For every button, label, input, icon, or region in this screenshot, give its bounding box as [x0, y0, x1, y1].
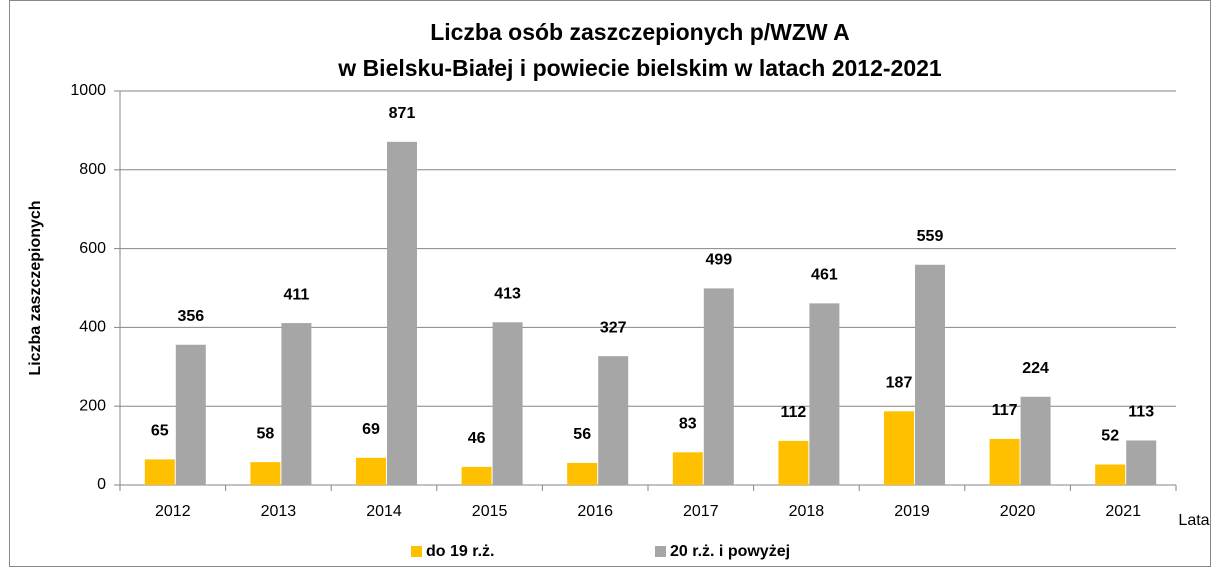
y-tick-label: 800: [79, 161, 106, 178]
data-label: 69: [362, 421, 380, 438]
bar: [387, 141, 417, 486]
bar: [356, 457, 386, 485]
x-tick-label: 2018: [789, 503, 825, 520]
data-label: 356: [177, 308, 204, 325]
y-tick-label: 200: [79, 397, 106, 414]
bar: [461, 466, 492, 485]
x-tick-label: 2019: [894, 503, 930, 520]
bar: [175, 344, 206, 485]
bar: [672, 452, 703, 485]
bar: [884, 411, 914, 485]
y-tick-label: 0: [97, 476, 106, 493]
data-label: 224: [1022, 360, 1049, 377]
data-label: 52: [1101, 428, 1119, 445]
data-label: 113: [1128, 404, 1154, 421]
data-label: 117: [992, 402, 1018, 419]
x-tick-label: 2021: [1105, 503, 1141, 520]
x-tick-label: 2020: [1000, 503, 1036, 520]
bar: [809, 303, 840, 485]
y-tick-label: 600: [79, 240, 106, 257]
x-tick-label: 2012: [155, 503, 191, 520]
data-label: 112: [780, 404, 806, 421]
bar: [492, 322, 523, 485]
data-label: 461: [811, 267, 838, 284]
legend-label: do 19 r.ż.: [426, 543, 494, 560]
chart-title: w Bielsku-Białej i powiecie bielskim w l…: [337, 55, 942, 81]
legend-swatch: [655, 546, 666, 557]
data-label: 327: [600, 319, 627, 336]
chart-title: Liczba osób zaszczepionych p/WZW A: [430, 19, 850, 45]
bar: [989, 438, 1020, 485]
x-axis-label: Lata: [1178, 512, 1209, 529]
data-label: 56: [573, 426, 591, 443]
x-tick-label: 2015: [472, 503, 508, 520]
x-tick-label: 2013: [261, 503, 297, 520]
bar: [915, 264, 945, 485]
data-label: 58: [257, 425, 275, 442]
bar: [144, 459, 175, 485]
bar: [598, 356, 629, 485]
bar: [1020, 396, 1051, 485]
data-label: 46: [468, 430, 486, 447]
data-label: 65: [151, 423, 169, 440]
x-tick-label: 2017: [683, 503, 719, 520]
data-label: 187: [886, 375, 913, 392]
bar: [778, 440, 809, 485]
bar: [1095, 464, 1126, 485]
legend-swatch: [411, 546, 422, 557]
y-axis-label: Liczba zaszczepionych: [27, 200, 44, 375]
x-tick-label: 2016: [577, 503, 613, 520]
x-tick-label: 2014: [366, 503, 402, 520]
data-label: 559: [917, 228, 944, 245]
data-label: 499: [705, 252, 732, 269]
data-label: 871: [389, 105, 416, 122]
bar: [567, 462, 598, 485]
data-label: 413: [494, 285, 521, 302]
data-label: 411: [283, 286, 309, 303]
y-tick-label: 1000: [70, 82, 106, 99]
legend-label: 20 r.ż. i powyżej: [670, 543, 790, 560]
bar: [703, 288, 734, 485]
bar: [281, 323, 312, 485]
data-label: 83: [679, 416, 697, 433]
y-tick-label: 400: [79, 319, 106, 336]
bar: [1126, 440, 1157, 485]
bar: [250, 462, 281, 485]
